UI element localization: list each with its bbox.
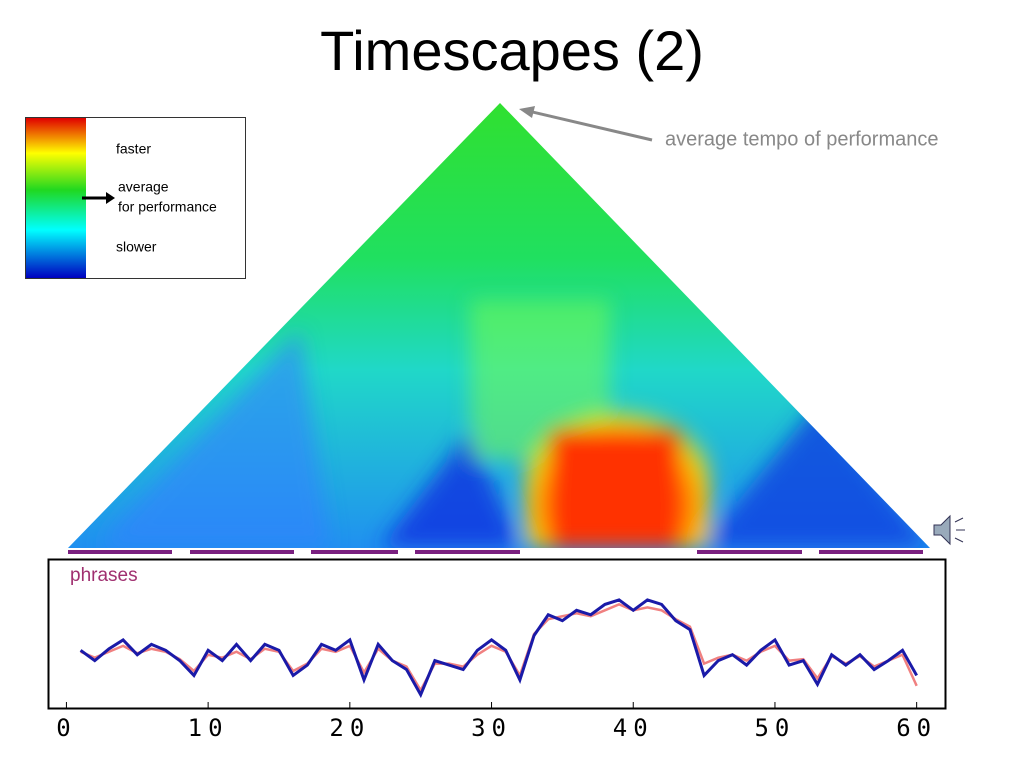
colorbar-label: for performance bbox=[118, 199, 217, 215]
series-line bbox=[79, 598, 918, 699]
annotation-arrow bbox=[523, 108, 653, 142]
annotation: average tempo of performance bbox=[665, 128, 939, 150]
speaker-icon bbox=[933, 514, 965, 546]
plot-frame bbox=[47, 558, 947, 710]
plot: 0 10 20 30 40 50 60 bbox=[56, 598, 937, 742]
arrow-head bbox=[519, 106, 535, 118]
x-tick-label: 10 bbox=[188, 714, 229, 742]
x-tick-label: 50 bbox=[754, 714, 795, 742]
chart-label: phrases bbox=[70, 565, 138, 586]
colorbar-label: average bbox=[118, 179, 169, 195]
x-tick-label: 60 bbox=[896, 714, 937, 742]
colorbar: faster average for performance slower bbox=[25, 117, 246, 279]
colorbar-label: slower bbox=[116, 239, 157, 255]
x-tick-label: 30 bbox=[471, 714, 512, 742]
x-tick-label: 20 bbox=[329, 714, 370, 742]
x-tick-label: 0 bbox=[56, 714, 76, 742]
colorbar-label: faster bbox=[116, 141, 151, 157]
slide-title: Timescapes (2) bbox=[320, 19, 704, 82]
x-tick-label: 40 bbox=[613, 714, 654, 742]
